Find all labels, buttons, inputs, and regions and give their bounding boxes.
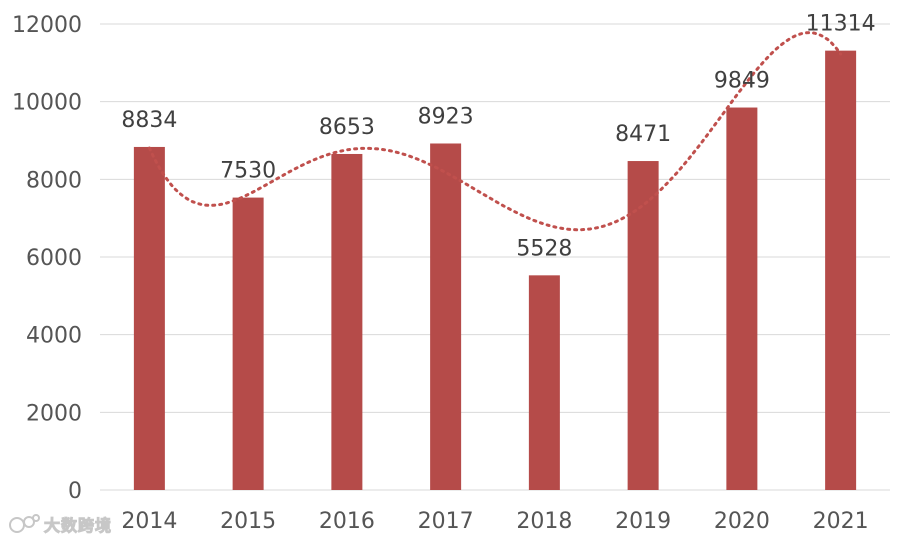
x-tick-label: 2019 [615, 509, 671, 534]
data-label: 8923 [418, 104, 474, 129]
x-tick-label: 2017 [418, 509, 474, 534]
data-label: 7530 [220, 159, 276, 184]
y-tick-label: 2000 [26, 401, 82, 426]
data-label: 8471 [615, 122, 671, 147]
trend-line [147, 31, 843, 232]
bar-2020 [726, 107, 758, 490]
bar-2016 [331, 153, 363, 491]
x-tick-label: 2014 [121, 509, 177, 534]
bar-2014 [133, 146, 165, 490]
y-tick-label: 6000 [26, 246, 82, 271]
bar-2018 [528, 275, 560, 490]
bars [133, 50, 857, 491]
data-label: 8653 [319, 115, 375, 140]
watermark-text: 大数跨境 [43, 516, 113, 536]
x-tick-label: 2016 [319, 509, 375, 534]
y-tick-label: 0 [68, 479, 82, 504]
x-tick-label: 2021 [813, 509, 869, 534]
y-tick-label: 10000 [12, 91, 82, 116]
logo-icon [9, 514, 40, 533]
bar-2015 [232, 197, 264, 490]
x-axis-labels: 2014 2015 2016 2017 2018 2019 2020 2021 [121, 509, 868, 534]
bar-2017 [430, 143, 462, 490]
bar-2021 [825, 50, 857, 490]
data-label: 9849 [714, 69, 770, 94]
data-label: 5528 [516, 236, 572, 261]
x-tick-label: 2018 [516, 509, 572, 534]
bar-2019 [627, 161, 659, 490]
data-labels: 8834 7530 8653 8923 5528 8471 9849 11314 [121, 12, 875, 262]
data-label: 8834 [121, 108, 177, 133]
y-tick-label: 12000 [12, 13, 82, 38]
x-tick-label: 2015 [220, 509, 276, 534]
x-tick-label: 2020 [714, 509, 770, 534]
y-tick-label: 8000 [26, 168, 82, 193]
grid-lines [100, 23, 890, 491]
data-label: 11314 [806, 12, 876, 37]
y-axis-labels: 0 2000 4000 6000 8000 10000 12000 [12, 13, 82, 504]
y-tick-label: 4000 [26, 324, 82, 349]
watermark: 大数跨境 [8, 512, 112, 536]
